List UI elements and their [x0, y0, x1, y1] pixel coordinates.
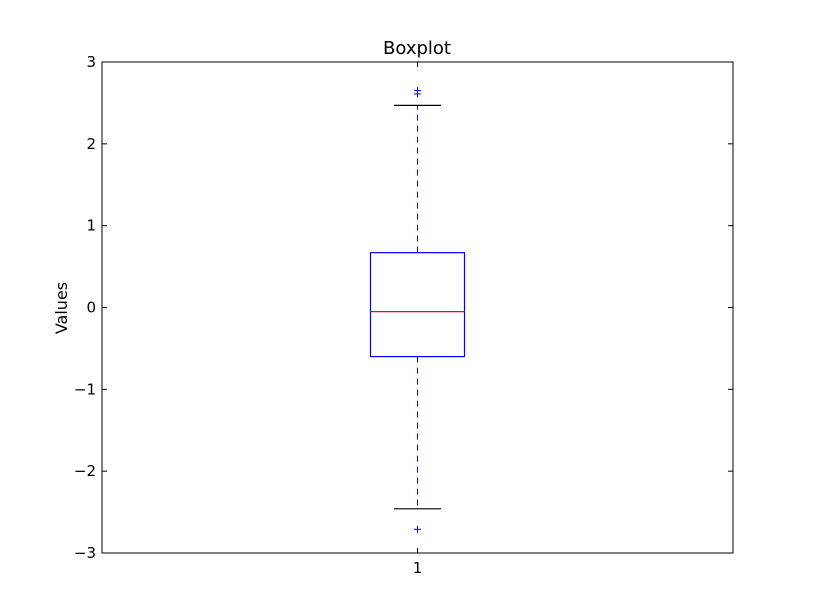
y-tick-label: 1 [86, 217, 96, 235]
y-tick-label: −2 [74, 462, 96, 480]
y-tick-label: −3 [74, 544, 96, 562]
outlier-point [414, 525, 421, 533]
y-tick-label: −1 [74, 380, 96, 398]
y-tick-label: 3 [86, 53, 96, 71]
y-tick-label: 0 [86, 299, 96, 317]
x-axis-ticks: 1 [413, 62, 423, 577]
y-tick-label: 2 [86, 135, 96, 153]
outlier-point [414, 87, 421, 95]
chart-title: Boxplot [383, 38, 451, 59]
x-tick-label: 1 [413, 559, 423, 577]
box-group [369, 87, 466, 533]
iqr-box [369, 252, 466, 358]
y-axis-ticks: 3 2 1 0 −1 −2 −3 [74, 53, 733, 562]
y-axis-label: Values [52, 282, 71, 334]
